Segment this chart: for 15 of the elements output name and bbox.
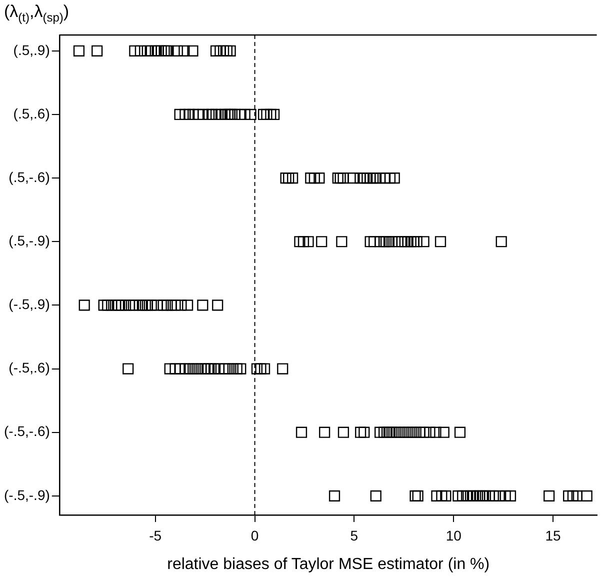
x-tick-label: -5	[149, 527, 162, 544]
x-tick-label: 10	[446, 527, 462, 544]
y-tick-label: (-.5,.6)	[8, 360, 50, 376]
y-tick-label: (-.5,.9)	[8, 296, 50, 312]
y-tick-label: (-.5,-.6)	[4, 423, 50, 440]
x-tick-label: 5	[350, 527, 358, 544]
y-tick-label: (.5,.9)	[13, 42, 50, 58]
x-tick-label: 15	[545, 527, 562, 544]
y-tick-label: (-.5,-.9)	[4, 486, 50, 503]
x-tick-label: 0	[250, 527, 259, 544]
y-tick-label: (.5,-.9)	[8, 232, 50, 248]
x-axis-title: relative biases of Taylor MSE estimator (in %)	[167, 556, 490, 573]
y-tick-label: (.5,-.6)	[8, 168, 50, 185]
y-tick-label: (.5,.6)	[13, 105, 50, 122]
y-axis-title: (λ$_{(t)}$,λ$_{(sp)}$)	[4, 2, 70, 24]
